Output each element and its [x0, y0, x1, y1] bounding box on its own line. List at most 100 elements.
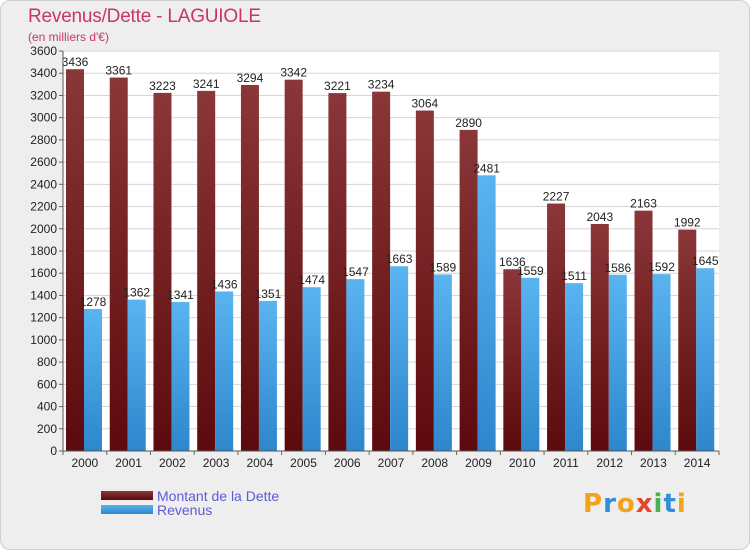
- bar-debt: [66, 69, 84, 451]
- bar-debt: [284, 79, 303, 452]
- data-label-revenue: 1559: [517, 264, 544, 278]
- data-label-debt: 3361: [105, 64, 132, 78]
- y-tick-label: 3400: [30, 66, 57, 80]
- data-label-revenue: 1351: [255, 287, 282, 301]
- bar-revenue: [565, 283, 584, 451]
- data-label-revenue: 2481: [473, 161, 500, 175]
- logo-letter: t: [663, 489, 677, 519]
- bar-revenue: [127, 299, 146, 451]
- bar-revenue: [258, 300, 277, 451]
- bar-revenue: [215, 291, 234, 451]
- data-label-debt: 2043: [586, 210, 613, 224]
- data-label-debt: 1992: [674, 216, 701, 230]
- bar-debt: [547, 203, 566, 451]
- x-tick-label: 2008: [421, 456, 448, 470]
- x-tick-label: 2006: [334, 456, 361, 470]
- y-tick-label: 2800: [30, 133, 57, 147]
- bar-debt: [372, 91, 391, 452]
- bar-debt: [153, 92, 172, 451]
- logo-letter: r: [603, 489, 617, 519]
- data-label-revenue: 1436: [211, 277, 238, 291]
- bar-debt: [328, 93, 347, 451]
- bar-debt: [678, 229, 697, 451]
- x-tick-label: 2012: [596, 456, 623, 470]
- bar-revenue: [171, 302, 190, 451]
- data-label-debt: 3241: [193, 77, 220, 91]
- data-label-debt: 3064: [412, 97, 439, 111]
- y-tick-label: 1200: [30, 311, 57, 325]
- x-tick-label: 2013: [640, 456, 667, 470]
- logo-letter: o: [616, 489, 636, 519]
- bar-debt: [109, 77, 128, 452]
- data-label-debt: 2890: [455, 116, 482, 130]
- y-tick-label: 2200: [30, 200, 57, 214]
- y-tick-label: 800: [37, 355, 57, 369]
- y-tick-label: 200: [37, 422, 57, 436]
- x-tick-label: 2005: [290, 456, 317, 470]
- bar-revenue: [302, 287, 321, 451]
- data-label-revenue: 1592: [648, 260, 675, 274]
- data-label-revenue: 1278: [80, 295, 107, 309]
- data-label-revenue: 1474: [298, 273, 325, 287]
- bar-debt: [503, 269, 522, 451]
- bar-revenue: [696, 268, 715, 451]
- data-label-debt: 3294: [237, 71, 264, 85]
- y-tick-label: 1600: [30, 266, 57, 280]
- data-label-debt: 2227: [543, 190, 570, 204]
- y-tick-label: 3200: [30, 88, 57, 102]
- x-tick-label: 2001: [115, 456, 142, 470]
- data-label-debt: 3234: [368, 78, 395, 92]
- x-tick-label: 2000: [72, 456, 99, 470]
- data-label-revenue: 1645: [692, 254, 719, 268]
- x-tick-label: 2009: [465, 456, 492, 470]
- x-tick-label: 2004: [246, 456, 273, 470]
- bar-revenue: [433, 274, 452, 451]
- bar-debt: [197, 90, 216, 451]
- bar-debt: [634, 210, 653, 451]
- legend-swatch-revenue: [101, 505, 153, 514]
- legend-label-debt: Montant de la Dette: [157, 487, 280, 504]
- y-tick-label: 1000: [30, 333, 57, 347]
- logo-letter: i: [676, 489, 687, 519]
- bar-revenue: [84, 309, 102, 451]
- y-tick-label: 2000: [30, 222, 57, 236]
- legend-label-revenue: Revenus: [157, 501, 213, 518]
- bar-revenue: [346, 279, 365, 451]
- data-label-revenue: 1511: [561, 269, 587, 283]
- x-tick-label: 2003: [203, 456, 230, 470]
- bar-revenue: [477, 175, 496, 452]
- y-tick-label: 2400: [30, 177, 57, 191]
- y-tick-label: 400: [37, 400, 57, 414]
- legend-swatch-debt: [101, 491, 153, 500]
- x-tick-label: 2002: [159, 456, 186, 470]
- bar-revenue: [608, 274, 627, 451]
- y-tick-label: 0: [50, 444, 57, 458]
- proxiti-logo: Proxiti: [583, 489, 687, 519]
- x-tick-label: 2011: [553, 456, 579, 470]
- data-label-revenue: 1589: [430, 260, 457, 274]
- x-tick-label: 2014: [684, 456, 711, 470]
- legend-item-debt: Montant de la Dette: [101, 487, 280, 504]
- chart-subtitle: (en milliers d'€): [28, 30, 109, 44]
- chart-title: Revenus/Dette - LAGUIOLE: [28, 6, 261, 27]
- data-label-debt: 3436: [62, 55, 89, 69]
- legend-item-revenue: Revenus: [101, 501, 213, 518]
- bar-revenue: [521, 277, 540, 451]
- y-tick-label: 1800: [30, 244, 57, 258]
- data-label-revenue: 1663: [386, 252, 413, 266]
- data-label-revenue: 1341: [167, 288, 194, 302]
- x-tick-label: 2007: [378, 456, 405, 470]
- bar-debt: [590, 224, 609, 451]
- bar-revenue: [390, 266, 409, 451]
- bar-revenue: [652, 274, 671, 451]
- bar-debt: [240, 85, 259, 451]
- x-tick-label: 2010: [509, 456, 536, 470]
- data-label-debt: 2163: [630, 197, 657, 211]
- data-label-debt: 1636: [499, 255, 526, 269]
- data-label-revenue: 1362: [123, 286, 150, 300]
- logo-letter: x: [635, 489, 654, 519]
- data-label-debt: 3342: [280, 66, 307, 80]
- y-tick-label: 3600: [30, 44, 57, 58]
